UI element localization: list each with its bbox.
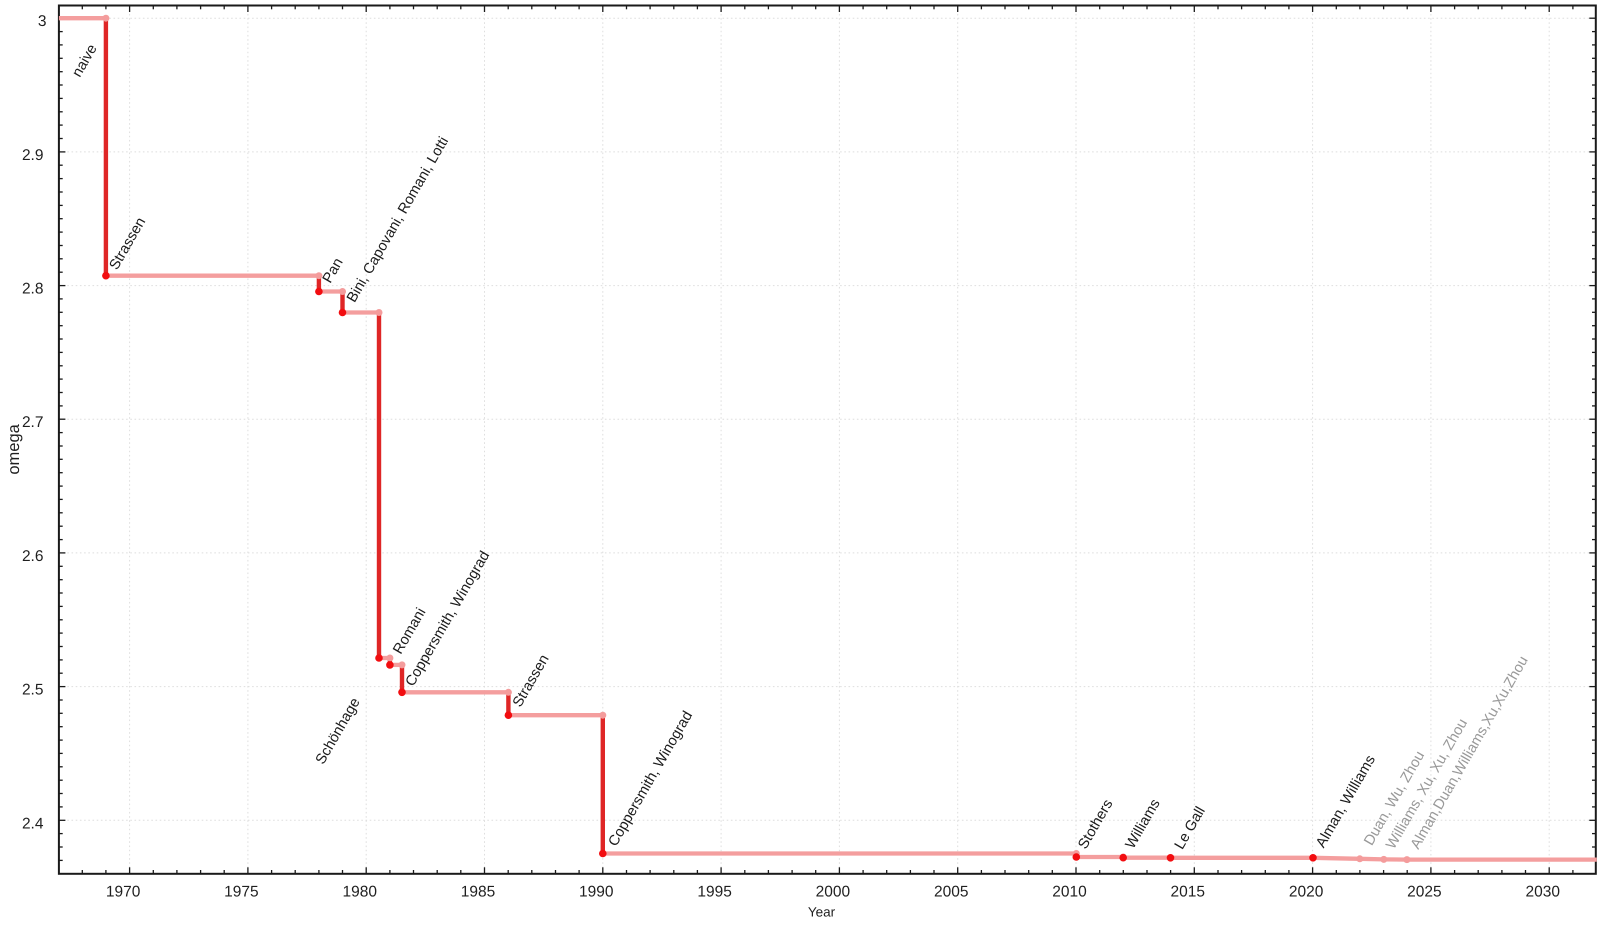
svg-text:2.4: 2.4: [22, 815, 44, 832]
svg-text:2000: 2000: [816, 884, 851, 901]
svg-text:2010: 2010: [1052, 884, 1087, 901]
svg-text:1985: 1985: [461, 884, 495, 901]
svg-text:1970: 1970: [106, 884, 141, 901]
svg-text:2015: 2015: [1171, 884, 1205, 901]
svg-text:2.8: 2.8: [22, 281, 44, 298]
svg-text:2020: 2020: [1289, 884, 1324, 901]
svg-text:2005: 2005: [934, 884, 968, 901]
svg-text:1990: 1990: [579, 884, 614, 901]
svg-text:2.9: 2.9: [22, 147, 44, 164]
svg-text:1980: 1980: [342, 884, 377, 901]
svg-text:Year: Year: [808, 905, 836, 920]
svg-text:2.5: 2.5: [22, 682, 44, 699]
svg-text:3: 3: [38, 13, 47, 30]
svg-text:2.7: 2.7: [22, 414, 44, 431]
svg-text:2030: 2030: [1525, 884, 1560, 901]
svg-text:1975: 1975: [224, 884, 258, 901]
svg-text:2025: 2025: [1407, 884, 1441, 901]
svg-text:omega: omega: [5, 423, 23, 474]
svg-text:1995: 1995: [697, 884, 731, 901]
svg-text:2.6: 2.6: [22, 548, 44, 565]
